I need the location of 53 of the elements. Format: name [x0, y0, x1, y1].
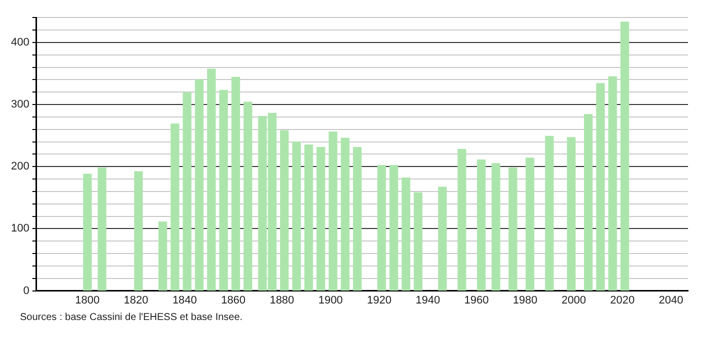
bar: [194, 79, 204, 291]
bar: [492, 163, 500, 291]
x-tick-label: 1960: [464, 294, 489, 306]
x-tick-label: 2000: [561, 294, 586, 306]
bar: [526, 158, 534, 291]
bar: [402, 177, 410, 291]
x-tick-label: 1800: [75, 294, 100, 306]
bar: [458, 148, 466, 291]
bar: [83, 174, 92, 291]
bar: [207, 68, 216, 291]
x-tick-label: 1900: [318, 294, 343, 306]
x-tick-label: 1860: [221, 294, 246, 306]
bar: [231, 76, 240, 291]
bar: [340, 138, 350, 291]
x-tick-label: 1940: [416, 294, 440, 306]
source-note: Sources : base Cassini de l'EHESS et base Insee.: [20, 312, 244, 323]
bar: [566, 137, 576, 291]
bar: [377, 165, 386, 291]
bar: [280, 130, 289, 291]
y-tick-label: 0: [23, 284, 30, 297]
bar: [414, 192, 422, 291]
bar: [244, 102, 252, 291]
x-tick-label: 1880: [270, 294, 294, 306]
bar: [476, 159, 486, 291]
x-tick-label: 1980: [512, 294, 538, 306]
bar: [596, 83, 605, 291]
bar: [158, 222, 168, 291]
bar: [316, 147, 326, 291]
bar: [438, 186, 447, 291]
x-tick-label: 2040: [658, 294, 684, 306]
bar: [389, 165, 398, 291]
x-tick-label: 1820: [124, 294, 148, 306]
bar: [508, 168, 518, 291]
x-tick-label: 1840: [172, 294, 197, 306]
bar: [620, 22, 630, 291]
bar: [292, 141, 301, 291]
bar: [328, 132, 338, 291]
bar: [170, 123, 180, 291]
x-tick-label: 1920: [366, 294, 392, 306]
bar: [98, 168, 106, 291]
y-tick-label: 400: [10, 36, 30, 48]
bar: [545, 136, 554, 291]
bar: [182, 92, 192, 291]
y-tick-label: 200: [10, 160, 30, 173]
bar: [304, 144, 314, 291]
y-tick-label: 300: [10, 98, 30, 111]
x-tick-label: 2020: [610, 294, 635, 306]
bar: [584, 114, 593, 291]
bar: [219, 90, 228, 291]
bar: [352, 147, 362, 291]
bar: [134, 171, 143, 291]
y-tick-label: 100: [10, 222, 30, 235]
bar: [608, 76, 617, 291]
